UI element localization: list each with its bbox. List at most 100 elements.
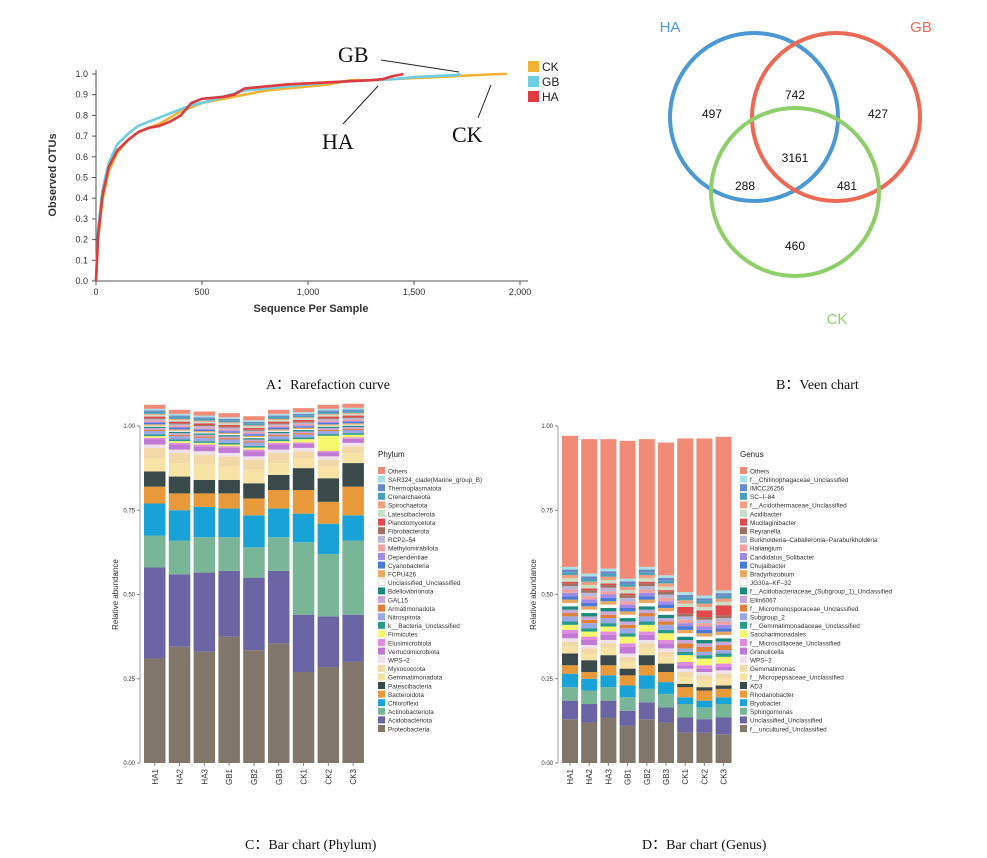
bar-segment [696,655,713,659]
bar-segment [168,429,191,431]
legend-label: f__uncultured_Unclassified [750,726,827,733]
bar-segment [638,621,655,625]
legend-swatch [378,639,385,646]
bar-segment [168,463,191,477]
bar-segment [292,490,315,514]
bar-segment [696,619,713,624]
bar-segment [243,449,265,452]
bar-segment [342,437,364,439]
legend-label: f__Gemmatimonadaceae_Unclassified [750,623,860,630]
legend-swatch [740,467,747,474]
bar-segment [268,463,290,475]
bar-segment [243,469,265,484]
bar-segment [144,471,166,487]
bar-segment [292,421,315,423]
bar-segment [600,573,617,577]
bar-segment [562,633,578,639]
y-tick-label: 0.50 [541,593,553,599]
bar-segment [218,420,240,423]
bar-segment [243,430,265,433]
legend-swatch [378,518,385,526]
bar-segment [168,540,191,575]
bar-segment [658,624,674,630]
legend-label: Nitrospirota [388,615,421,622]
bar-segment [342,442,364,447]
legend-swatch [740,673,747,681]
bar-segment [168,439,191,442]
bar-segment [317,421,340,423]
bar-segment [638,581,655,584]
bar-segment [696,617,713,620]
bar-segment [268,429,290,431]
bar-segment [168,427,191,429]
legend-label: f__Acidothermaceae_Unclassified [750,503,847,510]
bar-segment [696,707,713,720]
bar-segment [658,682,674,694]
bar-segment [292,542,315,615]
bar-segment [658,597,674,602]
bar-segment [715,650,732,654]
bar-segment [317,501,340,524]
bar-segment [292,413,315,416]
bar-segment [292,417,315,419]
bar-segment [715,598,732,602]
legend-swatch [378,535,385,543]
bar-segment [715,641,732,646]
bar-segment [193,444,216,447]
legend-label: Bryobacter [750,701,782,708]
legend-swatch [378,604,385,612]
bar-segment [268,452,290,464]
bar-segment [638,702,655,720]
bar-segment [193,651,216,763]
bar-segment [144,422,166,425]
bar-segment [168,428,191,430]
bar-segment [638,586,655,590]
bar-segment [342,412,364,414]
bar-segment [677,438,694,593]
bar-segment [292,429,315,431]
bar-segment [144,444,166,448]
bar-segment [268,428,290,430]
bar-segment [715,734,732,763]
bar-segment [168,493,191,511]
bar-segment [342,418,364,420]
bar-segment [292,614,315,673]
bar-segment [619,601,636,605]
bar-segment [677,668,694,673]
bar-segment [638,606,655,610]
x-tick-label: 0 [93,287,98,297]
legend-swatch [740,613,747,621]
legend-label: Actinobacteriota [388,709,434,716]
bar-segment [562,599,578,603]
bar-segment [677,592,694,595]
bar-segment [658,604,674,608]
bar-segment [696,603,713,607]
bar-segment [696,626,713,630]
bar-segment [342,417,364,419]
bar-segment [243,439,265,442]
bar-segment [218,426,240,428]
legend-swatch [740,501,747,509]
bar-segment [168,415,191,417]
legend-swatch [378,682,385,689]
legend-label: WPS–2 [750,658,772,665]
legend-label: Others [750,468,769,475]
bar-segment [715,685,732,689]
bar-segment [715,634,732,639]
bar-segment [243,434,265,436]
legend-swatch [378,716,385,724]
bar-segment [268,425,290,428]
bar-segment [243,456,265,460]
annotation-gb: GB [338,42,369,67]
bar-segment [638,589,655,593]
bar-segment [638,596,655,600]
bar-segment [658,621,674,625]
bar-segment [562,566,578,570]
bar-segment [144,410,166,412]
legend-swatch [740,587,747,595]
bar-segment [342,424,364,426]
legend-swatch [740,553,747,560]
bar-segment [619,584,636,587]
bar-segment [600,626,617,632]
rarefaction-chart: GB HA CK Sequence Per Sample Observed OT… [47,42,559,315]
